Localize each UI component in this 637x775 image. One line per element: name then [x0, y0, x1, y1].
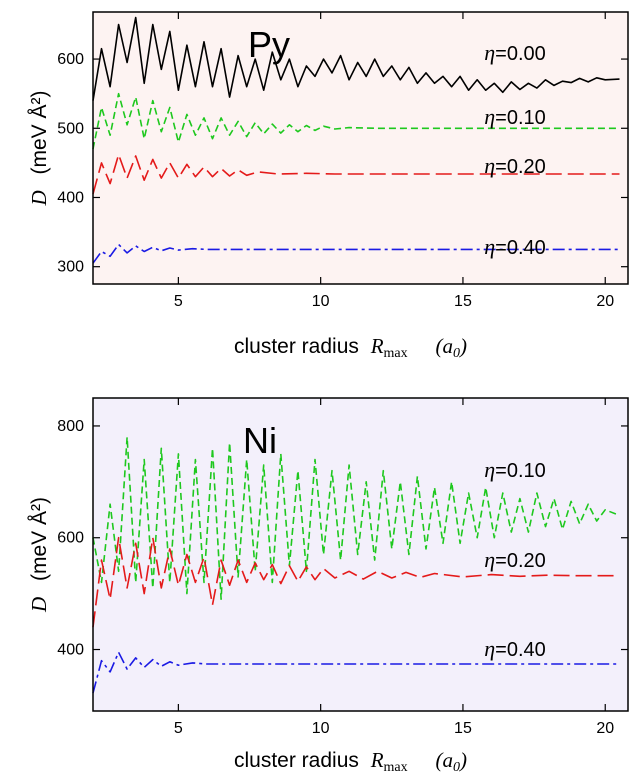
x-axis-title-text: cluster radius — [234, 335, 359, 358]
series-label: η=0.40 — [484, 636, 546, 661]
series-line-2 — [92, 153, 620, 195]
x-tick-label: 5 — [174, 293, 183, 310]
eta-symbol: η — [484, 153, 495, 178]
x-axis-unit-close: ) — [459, 334, 467, 358]
series-group — [92, 16, 620, 264]
axes: 5 10 15 20 300 400 500 600 — [57, 12, 628, 310]
y-axis-unit: (meV Å²) — [28, 90, 51, 174]
x-axis-unit-open: ( — [436, 334, 445, 358]
x-tick-label: 15 — [454, 720, 472, 737]
eta-value: =0.20 — [495, 156, 546, 178]
x-tick-label: 5 — [174, 720, 183, 737]
eta-symbol: η — [484, 636, 495, 661]
y-axis-symbol: D — [27, 597, 51, 613]
panel-title: Py — [248, 24, 290, 65]
plot-area-background — [93, 12, 628, 284]
plot-frame — [92, 397, 629, 712]
series-labels: η=0.00η=0.10η=0.20η=0.40 — [484, 40, 546, 259]
series-line-1 — [92, 92, 620, 150]
series-group — [92, 436, 620, 694]
axes: 5 10 15 20 400 600 800 — [57, 398, 628, 737]
eta-symbol: η — [484, 457, 495, 482]
y-tick-label: 600 — [57, 51, 84, 68]
eta-symbol: η — [484, 234, 495, 259]
eta-symbol: η — [484, 547, 495, 572]
eta-value: =0.40 — [495, 639, 546, 661]
eta-value: =0.00 — [495, 43, 546, 65]
panel-title: Ni — [243, 420, 277, 461]
x-axis-title-text: cluster radius — [234, 749, 359, 772]
y-axis-symbol: D — [27, 190, 51, 206]
y-tick-label: 400 — [57, 642, 84, 659]
series-line-0 — [92, 436, 620, 601]
eta-symbol: η — [484, 104, 495, 129]
eta-value: =0.40 — [495, 237, 546, 259]
x-axis-subscript: max — [384, 760, 408, 775]
y-tick-label: 400 — [57, 189, 84, 206]
plot-area-background — [93, 398, 628, 711]
y-tick-label: 500 — [57, 120, 84, 137]
series-line-0 — [92, 16, 620, 101]
x-tick-label: 20 — [596, 293, 614, 310]
series-label: η=0.20 — [484, 547, 546, 572]
x-axis-title: cluster radius Rmax (a0) — [234, 748, 467, 775]
y-tick-label: 600 — [57, 530, 84, 547]
x-axis-unit-symbol: a — [443, 748, 454, 772]
eta-symbol: η — [484, 40, 495, 65]
x-axis-symbol: R — [370, 748, 384, 772]
series-labels: η=0.10η=0.20η=0.40 — [484, 457, 546, 661]
x-tick-label: 10 — [312, 293, 330, 310]
x-tick-label: 15 — [454, 293, 472, 310]
plot-frame — [92, 11, 629, 285]
eta-value: =0.20 — [495, 550, 546, 572]
x-axis-unit-close: ) — [459, 748, 467, 772]
series-label: η=0.00 — [484, 40, 546, 65]
x-tick-label: 20 — [596, 720, 614, 737]
x-axis-subscript: max — [384, 346, 408, 361]
y-tick-label: 300 — [57, 259, 84, 276]
x-axis-symbol: R — [370, 334, 384, 358]
x-axis-title: cluster radius Rmax (a0) — [234, 334, 467, 362]
series-label: η=0.10 — [484, 104, 546, 129]
series-label: η=0.10 — [484, 457, 546, 482]
x-axis-unit-subscript: 0 — [453, 760, 460, 775]
y-tick-label: 800 — [57, 418, 84, 435]
y-axis-title: D (meV Å²) — [27, 497, 51, 613]
x-tick-label: 10 — [312, 720, 330, 737]
series-label: η=0.40 — [484, 234, 546, 259]
y-axis-unit: (meV Å²) — [28, 497, 51, 581]
eta-value: =0.10 — [495, 460, 546, 482]
series-line-1 — [92, 536, 620, 628]
series-line-2 — [92, 651, 620, 694]
eta-value: =0.10 — [495, 107, 546, 129]
series-line-3 — [92, 243, 620, 264]
series-label: η=0.20 — [484, 153, 546, 178]
x-axis-unit-open: ( — [436, 748, 445, 772]
y-axis-title: D (meV Å²) — [27, 90, 51, 206]
x-axis-unit-subscript: 0 — [453, 346, 460, 361]
x-axis-unit-symbol: a — [443, 334, 454, 358]
